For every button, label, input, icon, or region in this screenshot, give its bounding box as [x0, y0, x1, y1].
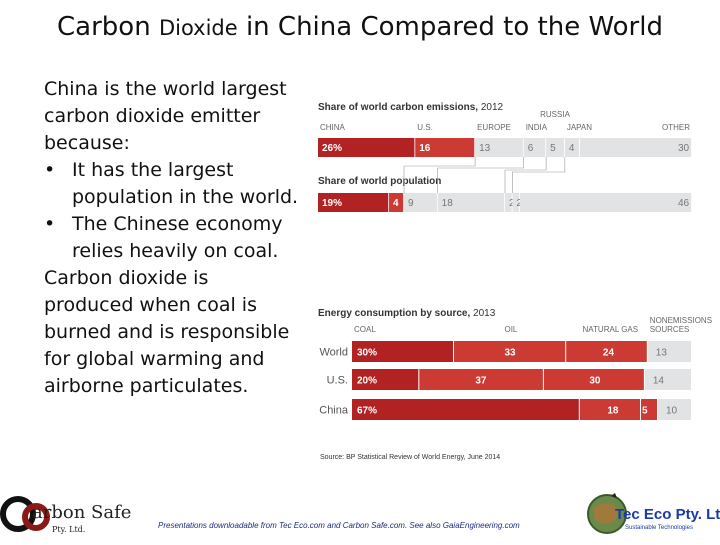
emissions-bar-segment	[318, 138, 415, 157]
connector-line	[403, 157, 476, 193]
population-bar-segment	[519, 193, 692, 212]
title-rest: in China Compared to the World	[245, 12, 663, 42]
population-bar-segment	[318, 193, 389, 212]
energy-bar-segment	[658, 399, 691, 420]
title-small: Dioxide	[158, 16, 238, 40]
source-note: Source: BP Statistical Review of World E…	[320, 454, 501, 461]
category-label: RUSSIA	[540, 110, 570, 119]
emissions-bar-segment	[475, 138, 523, 157]
emissions-bar-segment	[579, 138, 692, 157]
energy-category-label: SOURCES	[650, 325, 690, 334]
emissions-bar-value-label: 4	[569, 143, 575, 154]
category-label: U.S.	[417, 123, 433, 132]
energy-row-label: China	[319, 405, 349, 417]
population-bar-segment	[389, 193, 404, 212]
energy-value-label: 33	[504, 348, 516, 359]
chart-title-year: 2012	[481, 102, 504, 113]
energy-row-label: U.S.	[327, 375, 348, 387]
intro-text: China is the world largest carbon dioxid…	[44, 78, 287, 154]
energy-bar-segment	[641, 399, 657, 420]
population-bar-value-label: 19%	[322, 198, 342, 209]
tececo-logo: Tec Eco Pty. Ltd. Sustainable Technologi…	[585, 492, 720, 541]
energy-bar-segment	[454, 341, 566, 362]
energy-value-label: 18	[607, 406, 619, 417]
emissions-bar-segment	[564, 138, 579, 157]
energy-value-label: 24	[603, 348, 615, 359]
emissions-bar-value-label: 6	[528, 143, 534, 154]
energy-category-label: NONEMISSIONS	[650, 316, 712, 325]
energy-value-label: 5	[642, 406, 648, 417]
logo-tagline: Sustainable Technologies	[625, 525, 693, 531]
energy-value-label: 20%	[357, 376, 377, 387]
population-bar-value-label: 2	[516, 198, 522, 209]
chart-title-emissions: Share of world carbon emissions, 2012	[318, 102, 504, 113]
emissions-bar-value-label: 26%	[322, 143, 342, 154]
energy-value-label: 13	[656, 348, 668, 359]
connector-line	[437, 157, 524, 193]
energy-category-label: NATURAL GAS	[583, 325, 639, 334]
bullet-item: The Chinese economy relies heavily on co…	[44, 211, 299, 265]
population-bar-segment	[404, 193, 437, 212]
footer-text: Presentations downloadable from Tec Eco.…	[158, 521, 520, 530]
connector-line	[512, 157, 566, 193]
category-label: INDIA	[526, 123, 548, 132]
population-bar-value-label: 4	[393, 198, 399, 209]
logo-pty-text: Pty. Ltd.	[52, 525, 86, 534]
energy-value-label: 14	[653, 376, 665, 387]
conclusion-text: Carbon dioxide is produced when coal is …	[44, 267, 290, 397]
chart-title-population: Share of world population	[318, 176, 441, 187]
title-main: Carbon	[57, 12, 151, 42]
emissions-bar-value-label: 30	[678, 143, 690, 154]
emissions-energy-chart: Share of world carbon emissions, 2012 26%…	[318, 102, 712, 420]
energy-value-label: 30	[589, 376, 601, 387]
co2-logo-icon	[0, 496, 50, 532]
energy-value-label: 30%	[357, 348, 377, 359]
category-label: JAPAN	[567, 123, 592, 132]
population-bar-segment	[505, 193, 512, 212]
energy-bar-segment	[566, 341, 647, 362]
carbonsafe-logo: arbon Safe Pty. Ltd. CO2	[0, 490, 131, 545]
energy-bar-segment	[352, 369, 419, 390]
emissions-bar-value-label: 16	[419, 143, 431, 154]
energy-bar-segment	[352, 399, 579, 420]
chart-title-year: 2013	[473, 308, 496, 319]
category-label: EUROPE	[477, 123, 511, 132]
emissions-bar-segment	[546, 138, 565, 157]
energy-value-label: 67%	[357, 406, 377, 417]
category-label: OTHER	[662, 123, 690, 132]
energy-bar-segment	[579, 399, 640, 420]
logo-brand-text: arbon Safe	[32, 502, 132, 523]
emissions-bar-value-label: 5	[550, 143, 556, 154]
bullet-item: It has the largest population in the wor…	[44, 157, 299, 211]
emissions-bar-value-label: 13	[479, 143, 491, 154]
chart-title-energy: Energy consumption by source, 2013	[318, 308, 496, 319]
energy-value-label: 37	[475, 376, 487, 387]
energy-category-label: OIL	[504, 325, 517, 334]
globe-logo-icon	[587, 493, 627, 534]
emissions-bar-segment	[523, 138, 546, 157]
energy-row-label: World	[319, 347, 348, 359]
energy-bar-segment	[543, 369, 644, 390]
energy-bar-segment	[647, 341, 691, 362]
population-bar-segment	[512, 193, 520, 212]
population-bar-value-label: 18	[442, 198, 454, 209]
connector-line	[504, 157, 547, 193]
body-text: China is the world largest carbon dioxid…	[44, 76, 299, 400]
category-label: CHINA	[320, 123, 346, 132]
population-bar-value-label: 46	[678, 198, 690, 209]
energy-bar-segment	[419, 369, 543, 390]
energy-value-label: 10	[666, 406, 678, 417]
slide-title: Carbon Dioxide in China Compared to the …	[0, 12, 720, 42]
population-bar-value-label: 9	[408, 198, 414, 209]
population-bar-value-label: 2	[509, 198, 515, 209]
energy-category-label: COAL	[354, 325, 376, 334]
energy-bar-segment	[644, 369, 691, 390]
population-bar-segment	[437, 193, 505, 212]
reason-list: It has the largest population in the wor…	[44, 157, 299, 265]
energy-bar-segment	[352, 341, 453, 362]
logo-brand-text: Tec Eco Pty. Ltd.	[615, 506, 720, 523]
emissions-bar-segment	[415, 138, 475, 157]
